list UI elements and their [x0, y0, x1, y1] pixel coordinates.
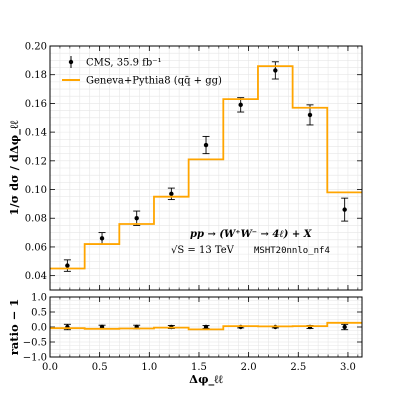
y-tick-label: 0.06 [25, 242, 47, 253]
y-tick-label: 0.08 [25, 214, 47, 225]
legend-entry-data: CMS, 35.9 fb⁻¹ [68, 56, 162, 69]
y-tick-label: 0.14 [25, 128, 47, 139]
x-tick-label: 3.0 [340, 362, 356, 373]
y-tick-label: 0.18 [25, 70, 47, 81]
x-tick-label: 2.5 [290, 362, 306, 373]
y-tick-label: 0.0 [31, 323, 47, 334]
data-point [203, 142, 209, 148]
ratio-marks [50, 321, 362, 331]
x-tick-label: 1.0 [141, 362, 157, 373]
legend-entry-model: Geneva+Pythia8 (qq̄ + gg) [62, 76, 222, 87]
x-tick-label: 0.5 [92, 362, 108, 373]
y-tick-label: 1.0 [31, 293, 47, 304]
legend-marker [68, 59, 74, 65]
ratio-ticks: 0.0 0.5 1.0 1.5 2.0 2.5 3.0 1.0 0.5 0.0 −0.5 −1.0 [23, 293, 362, 373]
data-point [273, 68, 278, 73]
data-point [99, 236, 105, 241]
main-frame [49, 45, 363, 291]
ratio-panel: 0.0 0.5 1.0 1.5 2.0 2.5 3.0 1.0 0.5 0.0 −0.5 −1.0 [23, 293, 363, 373]
x-tick-label: 2.0 [241, 362, 257, 373]
main-panel: 0.04 0.06 0.08 0.10 0.12 0.14 0.16 0.18 0.20 [25, 42, 363, 291]
annotation-pdf: MSHT20nnlo_nf4 [254, 246, 330, 256]
main-ticks: 0.04 0.06 0.08 0.10 0.12 0.14 0.16 0.18 0.20 [25, 42, 362, 290]
y-tick-label: 0.04 [25, 271, 47, 282]
legend-label-data: CMS, 35.9 fb⁻¹ [86, 58, 162, 69]
legend: CMS, 35.9 fb⁻¹ Geneva+Pythia8 (qq̄ + gg) [62, 56, 222, 87]
data-point [238, 102, 243, 108]
step-line-model [50, 65, 362, 270]
main-marks [50, 61, 362, 272]
data-point [134, 216, 139, 221]
y-tick-label: −0.5 [23, 338, 47, 349]
main-y-axis-label: 1/σ dσ / dΔφ_ℓℓ [7, 120, 22, 216]
y-tick-label: 0.20 [25, 42, 47, 53]
main-grid [49, 45, 362, 291]
ratio-y-axis-label: ratio − 1 [7, 299, 21, 356]
data-point [169, 191, 174, 197]
y-tick-label: 0.10 [25, 185, 47, 196]
x-tick-label: 1.5 [191, 362, 207, 373]
y-tick-label: 0.5 [31, 308, 47, 319]
y-tick-label: 0.16 [25, 99, 47, 110]
y-tick-label: 0.12 [25, 156, 47, 167]
data-point [342, 324, 347, 330]
data-point [307, 112, 313, 118]
ratio-frame [49, 296, 363, 358]
step-line-model [50, 321, 362, 331]
legend-label-model: Geneva+Pythia8 (qq̄ + gg) [86, 76, 222, 87]
y-tick-label: −1.0 [23, 353, 47, 364]
annotation-process: pp → (W⁺W⁻ → 4ℓ) + X [190, 229, 313, 240]
data-point [65, 263, 70, 268]
x-tick-label: 0.0 [42, 362, 58, 373]
annotation-energy: √S = 13 TeV [171, 245, 235, 256]
data-point [203, 324, 209, 330]
x-axis-label: Δφ_ℓℓ [189, 372, 223, 387]
data-point [342, 207, 347, 212]
